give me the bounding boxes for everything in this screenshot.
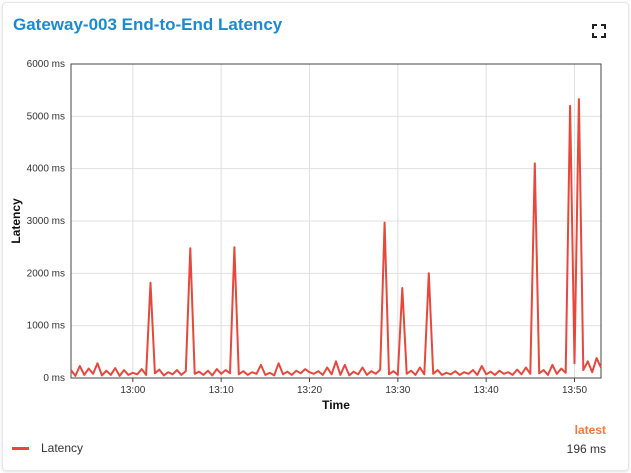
y-tick-label: 6000 ms bbox=[27, 59, 65, 70]
y-tick-label: 3000 ms bbox=[27, 216, 65, 227]
fullscreen-icon[interactable] bbox=[592, 24, 606, 38]
latest-column-header[interactable]: latest bbox=[574, 423, 606, 437]
x-tick-label: 13:50 bbox=[562, 385, 587, 396]
y-tick-label: 4000 ms bbox=[27, 164, 65, 175]
series-line-latency bbox=[70, 98, 602, 377]
legend-label-latency[interactable]: Latency bbox=[41, 441, 84, 455]
chart-gridlines bbox=[71, 63, 601, 379]
y-tick-label: 1000 ms bbox=[27, 321, 65, 332]
y-axis-title: Latency bbox=[9, 198, 23, 244]
plot-frame bbox=[70, 63, 602, 379]
latest-value: 196 ms bbox=[566, 442, 606, 456]
y-tick-label: 5000 ms bbox=[27, 111, 65, 122]
panel-title: Gateway-003 End-to-End Latency bbox=[13, 15, 283, 34]
x-tick-label: 13:00 bbox=[120, 385, 145, 396]
x-axis-title: Time bbox=[322, 398, 350, 412]
y-tick-label: 2000 ms bbox=[27, 268, 65, 279]
x-tick-label: 13:40 bbox=[474, 385, 499, 396]
y-tick-label: 0 ms bbox=[43, 373, 65, 384]
x-tick-label: 13:10 bbox=[209, 385, 234, 396]
x-axis-ticks: 13:00 13:10 13:20 13:30 13:40 13:50 bbox=[120, 378, 587, 396]
legend-swatch-latency bbox=[12, 447, 29, 450]
x-tick-label: 13:30 bbox=[385, 385, 410, 396]
x-tick-label: 13:20 bbox=[297, 385, 322, 396]
y-axis-ticks: 0 ms 1000 ms 2000 ms 3000 ms 4000 ms 5000 ms 6… bbox=[27, 59, 65, 384]
